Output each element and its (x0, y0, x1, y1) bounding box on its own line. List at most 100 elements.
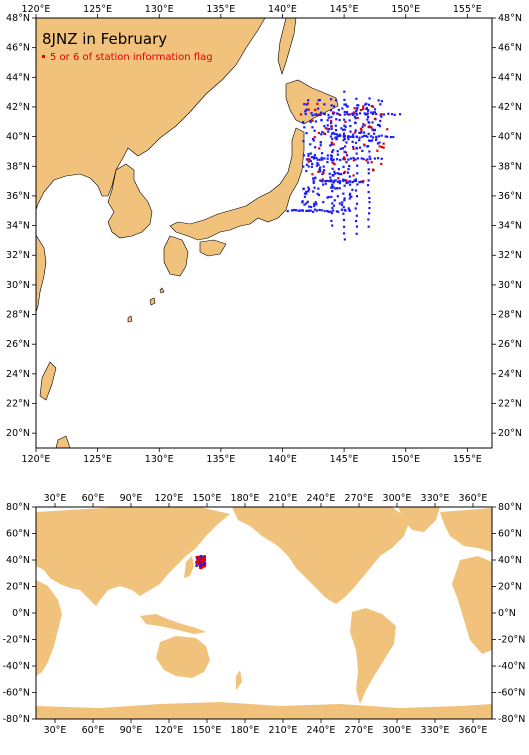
station-point (307, 153, 310, 156)
station-point-flagged (307, 160, 310, 163)
station-point (345, 111, 349, 114)
station-point (355, 232, 358, 235)
station-point (349, 135, 352, 138)
station-point (327, 116, 330, 119)
station-point (371, 128, 375, 131)
station-point (346, 105, 349, 108)
regional-lat-label: 46°N (6, 43, 30, 54)
station-point (349, 157, 352, 160)
station-point (364, 103, 367, 106)
station-point (346, 181, 349, 184)
station-point (356, 183, 359, 186)
station-point-flagged (365, 159, 368, 162)
station-point (390, 113, 394, 116)
station-point (340, 127, 343, 130)
station-point (333, 170, 336, 173)
station-point (326, 124, 329, 127)
station-point (372, 111, 375, 114)
regional-lat-label: 38°N (6, 161, 30, 172)
regional-lat-label: 46°N (498, 43, 522, 54)
station-point-flagged (299, 113, 303, 116)
regional-lon-label: 155°E (453, 4, 482, 15)
station-point (331, 183, 334, 186)
station-point-flagged (343, 158, 347, 161)
station-point (314, 146, 317, 149)
land-philippines-tip (55, 435, 71, 448)
station-point (356, 172, 359, 175)
station-point (330, 219, 333, 223)
station-point (343, 98, 346, 101)
station-point (342, 134, 345, 137)
station-point-flagged (382, 146, 385, 149)
land-kyushu (163, 235, 189, 277)
station-point (358, 112, 362, 115)
station-point (342, 165, 345, 168)
station-point (368, 150, 371, 153)
station-point (307, 190, 310, 193)
station-point (311, 126, 314, 129)
station-point (320, 133, 323, 136)
station-point (337, 210, 340, 213)
station-point (330, 180, 333, 183)
world-lat-label: 80°N (498, 502, 522, 513)
station-point (366, 158, 369, 161)
station-point (343, 128, 346, 131)
station-point (305, 163, 309, 166)
station-point (339, 180, 342, 183)
station-point (347, 207, 350, 210)
station-point (332, 209, 335, 212)
world-lat-label: -20°N (3, 635, 30, 646)
station-point (353, 115, 357, 118)
station-point-flagged (371, 168, 375, 171)
station-point (312, 210, 315, 213)
station-point (365, 102, 368, 105)
station-point (329, 176, 332, 179)
world-station-point (202, 556, 205, 559)
regional-lon-label: 125°E (83, 454, 112, 465)
station-point (343, 110, 346, 114)
station-point-flagged (378, 145, 381, 148)
station-point-flagged (380, 145, 383, 149)
station-point (343, 208, 346, 212)
world-station-point (199, 564, 202, 567)
station-point (339, 134, 342, 137)
station-point-flagged (344, 151, 348, 154)
station-point (303, 126, 306, 129)
world-lon-label: 60°E (82, 493, 105, 504)
station-point (334, 136, 337, 139)
station-point-flagged (344, 120, 347, 123)
station-point (331, 173, 334, 177)
station-point (332, 131, 335, 134)
station-point-flagged (352, 174, 355, 177)
station-point (373, 157, 376, 160)
station-point (367, 144, 370, 148)
station-point (380, 115, 383, 118)
station-point (366, 118, 369, 121)
legend-marker (42, 55, 45, 58)
station-point (355, 97, 358, 100)
station-point (355, 110, 358, 113)
regional-lon-label: 120°E (22, 454, 51, 465)
station-point (331, 202, 334, 205)
station-point (309, 143, 312, 146)
station-point (318, 98, 321, 102)
land-indonesia (140, 614, 206, 634)
station-point-flagged (307, 108, 310, 111)
regional-lat-label: 24°N (498, 369, 522, 380)
station-point (348, 197, 351, 200)
regional-lon-label: 135°E (206, 4, 235, 15)
station-point (338, 118, 341, 122)
station-point (303, 203, 306, 206)
station-point (349, 192, 352, 195)
station-point (348, 119, 351, 122)
station-point-flagged (331, 111, 335, 114)
station-point (339, 113, 342, 116)
regional-lat-label: 30°N (498, 280, 522, 291)
station-point (312, 177, 315, 180)
station-point (338, 172, 341, 176)
world-land (36, 507, 492, 719)
station-point (354, 219, 358, 223)
regional-land (36, 18, 339, 448)
station-point (326, 179, 329, 182)
